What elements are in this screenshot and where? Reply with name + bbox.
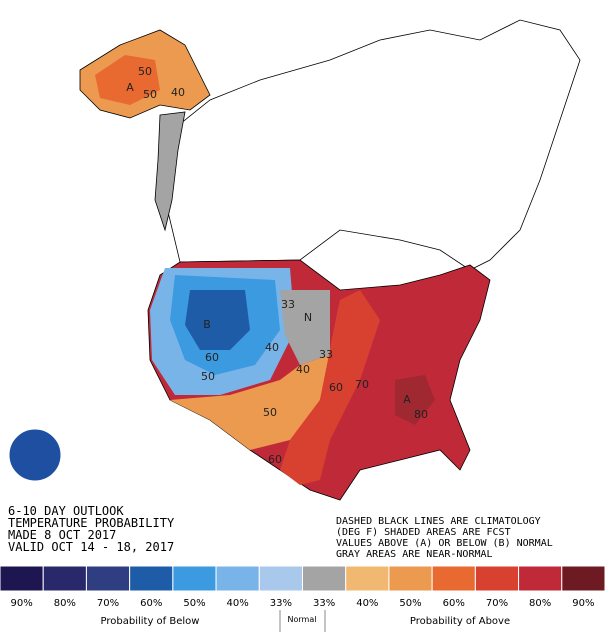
above-60 <box>280 290 380 485</box>
notes: DASHED BLACK LINES ARE CLIMATOLOGY (DEG … <box>336 516 553 560</box>
note-line: VALUES ABOVE (A) OR BELOW (B) NORMAL <box>336 538 553 549</box>
legend-swatch <box>42 565 87 592</box>
legend-label: 60% <box>443 598 465 609</box>
map-label: A <box>403 393 411 406</box>
map-label: 40 <box>296 363 310 376</box>
normal-region <box>280 290 330 365</box>
map-label: 50 <box>138 65 152 78</box>
legend-swatch <box>0 565 44 592</box>
legend-label: 50% <box>183 598 205 609</box>
legend-swatch <box>172 565 217 592</box>
legend-swatch <box>302 565 347 592</box>
legend-label: 90% <box>572 598 594 609</box>
map-label: A <box>126 81 134 94</box>
map <box>79 19 581 501</box>
map-label: 40 <box>171 86 185 99</box>
map-label: 80 <box>414 408 428 421</box>
map-label: 33 <box>319 348 333 361</box>
note-line: GRAY AREAS ARE NEAR-NORMAL <box>336 549 493 560</box>
note-line: (DEG F) SHADED AREAS ARE FCST <box>336 527 511 538</box>
map-label: 50 <box>201 370 215 383</box>
below-60 <box>185 290 250 350</box>
map-label: B <box>203 318 211 331</box>
header-line: VALID OCT 14 - 18, 2017 <box>8 540 174 554</box>
map-label: 50 <box>143 88 157 101</box>
above-80 <box>395 375 435 425</box>
legend-swatch <box>518 565 563 592</box>
noaa-logo <box>6 426 64 484</box>
legend-swatch <box>474 565 520 592</box>
bc-coast <box>154 111 186 232</box>
legend-swatch <box>561 565 605 592</box>
legend-label: 40% <box>356 598 378 609</box>
legend-label: 80% <box>529 598 551 609</box>
map-label: 60 <box>329 381 343 394</box>
legend-label: 33% <box>270 598 292 609</box>
legend-swatch <box>258 565 303 592</box>
map-label: N <box>304 311 312 324</box>
legend-label: 60% <box>140 598 162 609</box>
legend-swatch <box>215 565 260 592</box>
legend-label: 90% <box>10 598 32 609</box>
map-label: 60 <box>205 351 219 364</box>
legend-group: Probability of Above <box>410 616 510 627</box>
legend-label: 33% <box>313 598 335 609</box>
note-line: DASHED BLACK LINES ARE CLIMATOLOGY <box>336 516 541 527</box>
header-line: MADE 8 OCT 2017 <box>8 528 116 542</box>
above-40 <box>170 300 340 450</box>
map-label: 50 <box>263 406 277 419</box>
map-label: 33 <box>281 298 295 311</box>
legend-swatch <box>388 565 433 592</box>
map-label: 70 <box>355 378 369 391</box>
legend-group: Probability of Below <box>101 616 200 627</box>
legend-label: 80% <box>54 598 76 609</box>
legend-group: Normal <box>288 615 317 624</box>
legend-swatch <box>85 565 131 592</box>
legend-swatch <box>431 565 476 592</box>
legend-label: 70% <box>486 598 508 609</box>
header: 6-10 DAY OUTLOOK TEMPERATURE PROBABILITY… <box>8 504 175 554</box>
legend-label: 70% <box>97 598 119 609</box>
map-label: 60 <box>268 453 282 466</box>
legend-label: 40% <box>227 598 249 609</box>
map-labels: A 50 50 40 B 60 50 40 33 N 33 40 50 60 6… <box>126 65 428 466</box>
canada-outline <box>159 19 581 271</box>
map-label: 40 <box>265 341 279 354</box>
legend: 90% 80% 70% 60% 50% 40% 33% 33% 40% 50% 60% 70% 80% 9… <box>0 565 605 609</box>
legend-swatch <box>345 565 390 592</box>
legend-swatch <box>129 565 174 592</box>
alaska-core <box>95 55 160 105</box>
legend-label: 50% <box>399 598 421 609</box>
header-line: 6-10 DAY OUTLOOK <box>8 504 124 518</box>
header-line: TEMPERATURE PROBABILITY <box>8 516 175 530</box>
